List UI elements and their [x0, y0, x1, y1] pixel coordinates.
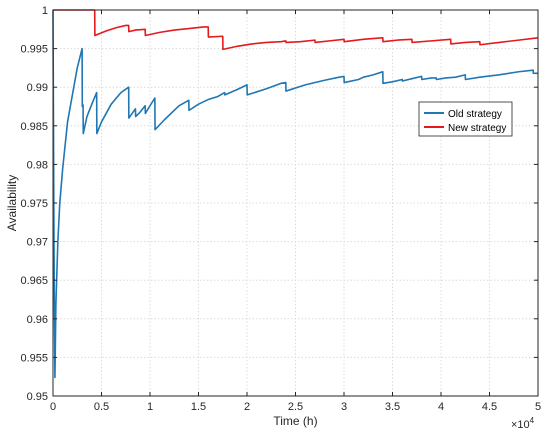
y-axis-title: Availability: [5, 175, 19, 231]
x-tick-label: 5: [535, 401, 541, 413]
legend: Old strategy New strategy: [418, 101, 513, 137]
legend-label-old-strategy: Old strategy: [448, 109, 502, 120]
y-tick-label: 0.955: [20, 352, 48, 364]
y-tick-label: 0.95: [27, 391, 48, 403]
x-axis-exponent-base: ×10: [511, 419, 530, 431]
x-tick-label: 4: [438, 401, 444, 413]
series-layer: [52, 9, 539, 379]
x-tick-label: 2: [244, 401, 250, 413]
x-tick-label: 0: [50, 401, 56, 413]
legend-box: [418, 101, 513, 137]
y-tick-label: 0.975: [20, 198, 48, 210]
x-tick-label: 1.5: [191, 401, 206, 413]
y-tick-label: 0.985: [20, 121, 48, 133]
y-tick-label: 0.98: [27, 159, 48, 171]
x-tick-label: 2.5: [288, 401, 303, 413]
series-line-old-strategy: [52, 9, 538, 379]
x-tick-label: 3.5: [385, 401, 400, 413]
x-axis-title: Time (h): [273, 414, 317, 428]
y-tick-label: 1: [42, 5, 48, 17]
x-axis-exponent: ×104: [511, 416, 535, 431]
tick-labels: 0 0.5 1 1.5 2 2.5 3 3.5 4 4.5 5 0.95 0.955 0.96 0.965 0…: [20, 5, 541, 413]
y-tick-label: 0.96: [27, 314, 48, 326]
x-tick-label: 4.5: [482, 401, 497, 413]
x-tick-label: 3: [341, 401, 347, 413]
y-tick-label: 0.995: [20, 44, 48, 56]
x-axis-exponent-power: 4: [530, 416, 535, 425]
y-tick-label: 0.99: [27, 82, 48, 94]
ticks: [52, 9, 539, 397]
legend-label-new-strategy: New strategy: [448, 123, 506, 134]
y-tick-label: 0.97: [27, 237, 48, 249]
y-tick-label: 0.965: [20, 275, 48, 287]
x-tick-label: 1: [147, 401, 153, 413]
series-line-new-strategy: [53, 9, 539, 51]
x-tick-label: 0.5: [94, 401, 109, 413]
